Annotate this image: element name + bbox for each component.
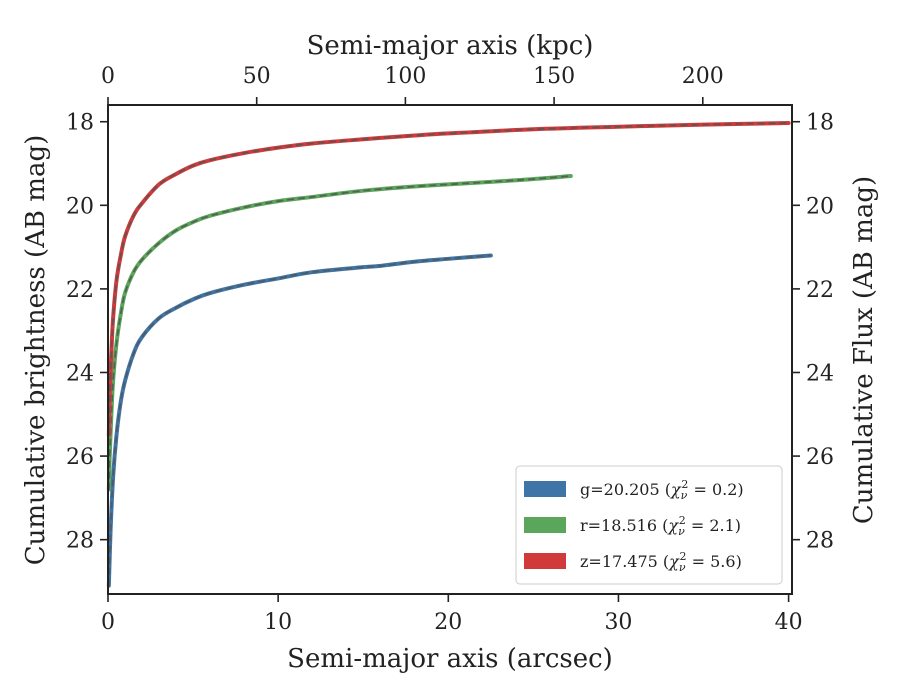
- ticks-group: 0 10 20 30 40 0 50 100 150 200 18 18 20 20 22 22 24 24 26 2…: [66, 64, 834, 635]
- legend-label-1: r=18.516 (χν2 = 2.1): [580, 514, 741, 538]
- y-tick-label-left: 28: [66, 529, 94, 554]
- top-tick-label: 150: [533, 64, 575, 89]
- top-axis-title: Semi-major axis (kpc): [307, 31, 594, 61]
- legend-label-2: z=17.475 (χν2 = 5.6): [580, 550, 742, 574]
- top-tick-label: 200: [682, 64, 724, 89]
- plot-area: [106, 104, 793, 595]
- y-tick-label-right: 24: [806, 361, 834, 386]
- legend-entries: g=20.205 (χν2 = 0.2) r=18.516 (χν2 = 2.1)…: [524, 478, 744, 574]
- x-tick-label: 0: [101, 610, 115, 635]
- y-tick-label-right: 26: [806, 445, 834, 470]
- x-tick-label: 30: [604, 610, 632, 635]
- legend-frame: [515, 465, 783, 585]
- series-line-2: [106, 120, 791, 438]
- legend-swatch-2: [524, 553, 566, 569]
- curves-group: [106, 120, 791, 588]
- legend-label-0: g=20.205 (χν2 = 0.2): [580, 478, 744, 502]
- series-model-line-1: [107, 175, 571, 490]
- y-tick-label-right: 28: [806, 529, 834, 554]
- series-model-line-0: [107, 254, 491, 586]
- series-line-1: [106, 174, 573, 492]
- y-tick-label-right: 18: [806, 111, 834, 136]
- legend-swatch-1: [524, 517, 566, 533]
- legend-swatch-0: [524, 481, 566, 497]
- top-tick-label: 100: [384, 64, 426, 89]
- bottom-axis-title: Semi-major axis (arcsec): [287, 644, 613, 674]
- x-tick-label: 20: [434, 610, 462, 635]
- series-model-line-2: [107, 122, 789, 436]
- right-axis-title: Cumulative Flux (AB mag): [849, 176, 879, 524]
- y-tick-label-right: 22: [806, 278, 834, 303]
- y-tick-label-left: 24: [66, 361, 94, 386]
- y-tick-label-right: 20: [806, 194, 834, 219]
- top-tick-label: 0: [101, 64, 115, 89]
- x-tick-label: 10: [264, 610, 292, 635]
- legend: g=20.205 (χν2 = 0.2) r=18.516 (χν2 = 2.1)…: [515, 465, 783, 585]
- y-tick-label-left: 22: [66, 278, 94, 303]
- y-tick-label-left: 18: [66, 111, 94, 136]
- y-tick-label-left: 26: [66, 445, 94, 470]
- left-axis-title: Cumulative brightness (AB mag): [21, 135, 51, 566]
- top-tick-label: 50: [243, 64, 271, 89]
- x-tick-label: 40: [775, 610, 803, 635]
- series-line-0: [106, 253, 493, 588]
- plot-frame: [107, 104, 793, 595]
- y-tick-label-left: 20: [66, 194, 94, 219]
